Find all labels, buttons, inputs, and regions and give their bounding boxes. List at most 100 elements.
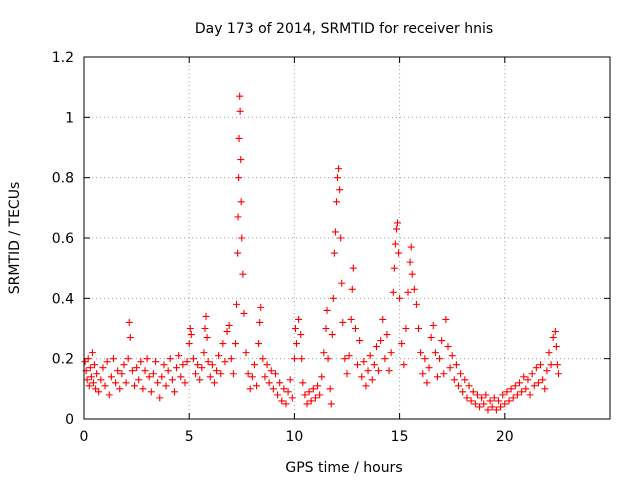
data-point-marker: [208, 361, 216, 369]
data-point-marker: [338, 279, 346, 287]
data-point-marker: [231, 340, 239, 348]
data-point-marker: [183, 358, 191, 366]
data-point-marker: [290, 355, 298, 363]
data-point-marker: [318, 373, 326, 381]
data-point-marker: [537, 361, 545, 369]
data-point-marker: [396, 294, 404, 302]
data-point-marker: [210, 379, 218, 387]
data-point-marker: [524, 376, 532, 384]
data-point-marker: [154, 379, 162, 387]
data-point-marker: [549, 334, 557, 342]
data-point-marker: [309, 385, 317, 393]
data-point-marker: [173, 364, 181, 372]
data-point-marker: [189, 355, 197, 363]
data-point-marker: [198, 364, 206, 372]
data-point-marker: [85, 382, 93, 390]
data-point-marker: [122, 379, 130, 387]
data-point-marker: [269, 385, 277, 393]
data-point-marker: [541, 385, 549, 393]
data-point-marker: [156, 394, 164, 402]
data-point-marker: [234, 249, 242, 257]
data-point-marker: [311, 394, 319, 402]
data-point-marker: [448, 352, 456, 360]
data-point-marker: [322, 325, 330, 332]
x-tick-label: 10: [285, 429, 303, 445]
data-point-marker: [124, 355, 132, 363]
data-point-marker: [336, 186, 344, 194]
y-tick-label: 1.2: [52, 50, 74, 66]
data-point-marker: [334, 174, 342, 182]
data-point-marker: [390, 264, 398, 272]
data-point-marker: [93, 370, 101, 378]
data-point-marker: [465, 382, 473, 390]
data-point-marker: [327, 400, 335, 408]
y-tick-label: 0.8: [52, 171, 74, 187]
data-point-marker: [551, 328, 559, 336]
x-axis-label: GPS time / hours: [285, 460, 402, 476]
data-point-marker: [499, 391, 507, 399]
data-point-marker: [478, 394, 486, 402]
data-point-marker: [201, 325, 209, 332]
data-point-marker: [116, 385, 124, 393]
data-point-marker: [175, 352, 183, 360]
data-point-marker: [459, 388, 467, 396]
data-point-marker: [395, 249, 403, 257]
data-point-marker: [301, 391, 309, 399]
data-point-marker: [314, 382, 322, 390]
data-point-marker: [89, 379, 97, 387]
data-point-marker: [242, 349, 250, 357]
data-point-marker: [227, 355, 235, 363]
data-point-marker: [511, 382, 519, 390]
data-point-marker: [345, 352, 353, 360]
data-point-marker: [235, 174, 243, 182]
data-point-marker: [505, 397, 513, 405]
data-point-marker: [291, 325, 299, 332]
data-point-marker: [295, 315, 303, 323]
data-point-marker: [203, 334, 211, 342]
data-point-marker: [452, 361, 460, 369]
data-point-marker: [162, 382, 170, 390]
data-point-marker: [421, 355, 429, 363]
data-point-marker: [164, 367, 172, 375]
data-point-marker: [250, 361, 258, 369]
data-point-marker: [471, 400, 479, 408]
data-point-marker: [398, 340, 406, 348]
data-point-marker: [368, 376, 376, 384]
x-tick-label: 20: [496, 429, 514, 445]
data-point-marker: [324, 355, 332, 363]
grid-lines: [84, 57, 610, 419]
data-point-marker: [99, 364, 107, 372]
data-point-marker: [412, 300, 420, 308]
y-axis-label: SRMTID / TECUs: [7, 182, 23, 295]
data-point-marker: [179, 361, 187, 369]
data-point-marker: [503, 388, 511, 396]
data-point-marker: [547, 361, 555, 369]
data-point-marker: [339, 318, 347, 326]
data-point-marker: [467, 397, 475, 405]
data-point-marker: [348, 285, 356, 293]
data-point-marker: [392, 225, 400, 233]
data-point-marker: [442, 315, 450, 323]
data-point-marker: [137, 358, 145, 366]
data-point-marker: [431, 349, 439, 357]
data-point-marker: [206, 373, 214, 381]
data-point-marker: [323, 306, 331, 314]
data-point-marker: [387, 349, 395, 357]
data-point-marker: [170, 388, 178, 396]
data-point-marker: [379, 315, 387, 323]
data-point-marker: [143, 355, 151, 363]
data-point-marker: [364, 367, 372, 375]
data-point-marker: [476, 403, 484, 411]
data-point-marker: [331, 228, 339, 236]
data-point-marker: [235, 134, 243, 142]
y-tick-label: 0.4: [52, 291, 74, 307]
data-point-marker: [385, 367, 393, 375]
data-point-marker: [303, 400, 311, 408]
data-point-marker: [192, 370, 200, 378]
data-point-marker: [240, 309, 248, 317]
data-point-marker: [83, 376, 91, 384]
data-point-marker: [457, 370, 465, 378]
y-tick-label: 0: [65, 412, 74, 428]
